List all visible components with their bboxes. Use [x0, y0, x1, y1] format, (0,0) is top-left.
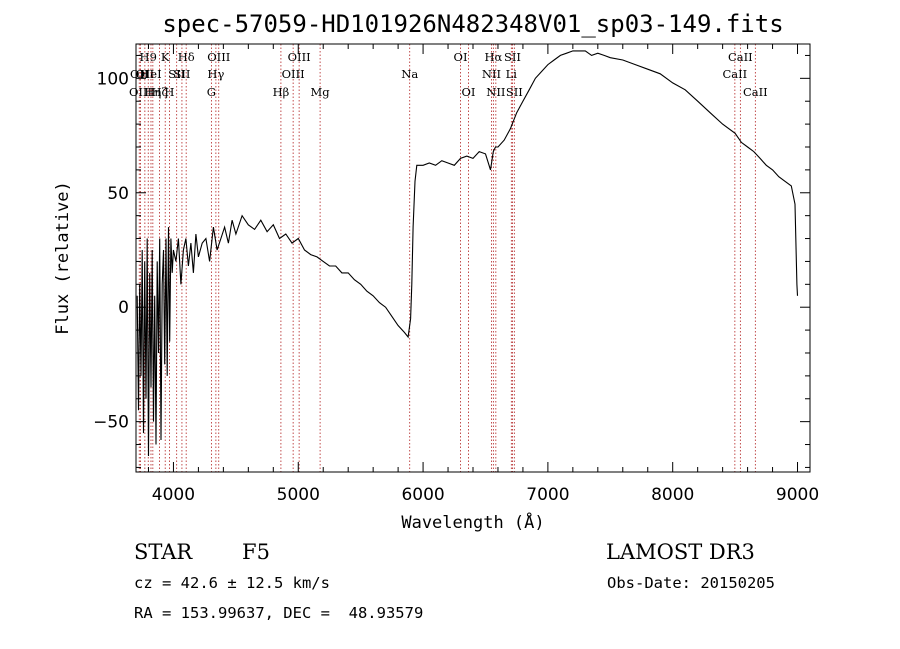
- y-axis-label: Flux (relative): [53, 181, 73, 335]
- x-tick-label: 8000: [651, 485, 694, 505]
- x-tick-label: 9000: [776, 485, 819, 505]
- spectral-line-label: OI: [462, 85, 476, 99]
- y-tick-label: −50: [93, 413, 129, 433]
- spectral-line-label: SII: [168, 67, 185, 81]
- spectral-line-label: Li: [506, 67, 518, 81]
- y-tick-label: 50: [107, 184, 129, 204]
- spectral-line-label: OIII: [282, 67, 305, 81]
- spectral-line-label: H9: [140, 50, 157, 64]
- spectral-line-label: NII: [486, 85, 505, 99]
- spectral-line-label: OIII: [207, 50, 230, 64]
- spectral-line-label: CaII: [743, 85, 768, 99]
- spectral-line-label: Mg: [311, 85, 331, 99]
- line-marks-layer: [138, 44, 756, 472]
- x-tick-label: 5000: [277, 485, 320, 505]
- y-tick-label: 100: [97, 69, 129, 89]
- axis-ticks-layer: 4000 5000 6000 7000 8000 9000 −50 0 50 100: [93, 44, 819, 505]
- spectral-line-label: NII: [482, 67, 501, 81]
- x-tick-label: 6000: [401, 485, 444, 505]
- flux-series-line: [136, 50, 799, 457]
- sky-coordinates: RA = 153.99637, DEC = 48.93579: [134, 604, 424, 622]
- spectral-line-label: Hζ: [151, 85, 167, 99]
- object-class: STAR: [134, 540, 193, 564]
- spectral-line-label: Hδ: [178, 50, 195, 64]
- spectral-line-label: Hη: [144, 85, 161, 99]
- spectral-line-label: OIII: [288, 50, 311, 64]
- spectral-line-label: Hβ: [273, 85, 290, 99]
- spectral-line-label: HeI: [140, 67, 161, 81]
- line-labels-layer: OIIOIIIOIIH9HeIHηHζKHSIISIIHδGHγOIIIHβOI…: [129, 50, 768, 99]
- spectral-line-label: OII: [136, 67, 155, 81]
- spectral-line-label: Hγ: [207, 67, 224, 81]
- spectral-line-label: OII: [130, 67, 149, 81]
- spectral-line-label: SII: [506, 85, 523, 99]
- spectral-line-label: SII: [173, 67, 190, 81]
- spectral-line-label: K: [161, 50, 170, 64]
- spectral-line-label: H: [164, 85, 174, 99]
- x-tick-label: 7000: [526, 485, 569, 505]
- plot-frame: [135, 43, 811, 473]
- chart-title: spec-57059-HD101926N482348V01_sp03-149.f…: [162, 10, 783, 38]
- spectral-line-label: CaII: [722, 67, 747, 81]
- y-tick-label: 0: [118, 298, 129, 318]
- spectral-line-label: CaII: [728, 50, 753, 64]
- spectral-line-label: Hα: [484, 50, 502, 64]
- object-subclass: F5: [242, 540, 270, 564]
- spectral-line-label: G: [207, 85, 216, 99]
- observation-date: Obs-Date: 20150205: [607, 574, 775, 592]
- x-tick-label: 4000: [152, 485, 195, 505]
- spectral-line-label: OIII: [129, 85, 152, 99]
- spectral-line-label: SII: [504, 50, 521, 64]
- spectral-line-label: OI: [454, 50, 468, 64]
- survey-release: LAMOST DR3: [606, 540, 755, 564]
- redshift-velocity: cz = 42.6 ± 12.5 km/s: [134, 574, 330, 592]
- x-axis-label: Wavelength (Å): [401, 511, 544, 533]
- spectral-line-label: Na: [401, 67, 418, 81]
